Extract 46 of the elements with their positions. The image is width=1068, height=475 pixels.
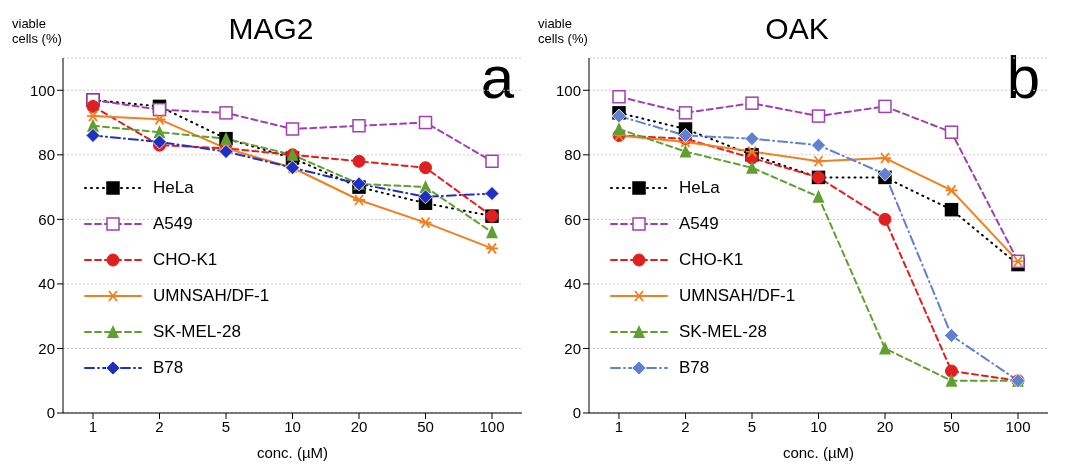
x-axis-title: conc. (µM) <box>782 444 855 461</box>
legend-label: HeLa <box>153 178 194 198</box>
x-tick-label: 50 <box>417 417 434 435</box>
y-tick-label: 40 <box>564 275 581 293</box>
x-tick-label: 100 <box>479 417 505 435</box>
chart-title: OAK <box>765 12 829 45</box>
legend-label: B78 <box>679 358 710 378</box>
x-tick-label: 10 <box>284 417 301 435</box>
legend-label: UMNSAH/DF-1 <box>679 286 796 306</box>
legend-label: A549 <box>679 214 719 234</box>
y-tick-label: 0 <box>572 404 581 422</box>
legend-label: SK-MEL-28 <box>153 322 241 342</box>
legend-label: CHO-K1 <box>153 250 218 270</box>
legend-label: UMNSAH/DF-1 <box>153 286 270 306</box>
annotation: b <box>1006 44 1040 111</box>
x-tick-label: 2 <box>155 417 164 435</box>
x-tick-label: 20 <box>350 417 368 435</box>
x-tick-label: 2 <box>681 417 690 435</box>
x-axis-title: conc. (µM) <box>256 444 329 461</box>
y-tick-label: 100 <box>29 81 55 99</box>
y-tick-label: 40 <box>38 275 55 293</box>
y-tick-label: 60 <box>38 210 55 228</box>
y-tick-label: 80 <box>38 146 55 164</box>
legend-label: CHO-K1 <box>679 250 744 270</box>
x-tick-label: 100 <box>1005 417 1031 435</box>
y-tick-label: 0 <box>46 404 55 422</box>
y-tick-label: 80 <box>564 146 581 164</box>
y-tick-label: 20 <box>564 339 581 357</box>
x-tick-label: 1 <box>614 417 624 435</box>
annotation: a <box>480 44 514 111</box>
chart-title: MAG2 <box>228 12 314 45</box>
x-tick-label: 5 <box>747 417 757 435</box>
legend-label: HeLa <box>679 178 720 198</box>
x-tick-label: 10 <box>810 417 827 435</box>
legend-label: B78 <box>153 358 184 378</box>
y-tick-label: 20 <box>38 339 55 357</box>
y-tick-label: 100 <box>555 81 581 99</box>
legend-label: SK-MEL-28 <box>679 322 767 342</box>
x-tick-label: 5 <box>221 417 231 435</box>
legend-label: A549 <box>153 214 193 234</box>
y-axis-title: viable cells (%) <box>12 16 63 46</box>
x-tick-label: 50 <box>943 417 960 435</box>
x-tick-label: 20 <box>876 417 894 435</box>
x-tick-label: 1 <box>88 417 98 435</box>
y-tick-label: 60 <box>564 210 581 228</box>
y-axis-title: viable cells (%) <box>538 16 589 46</box>
